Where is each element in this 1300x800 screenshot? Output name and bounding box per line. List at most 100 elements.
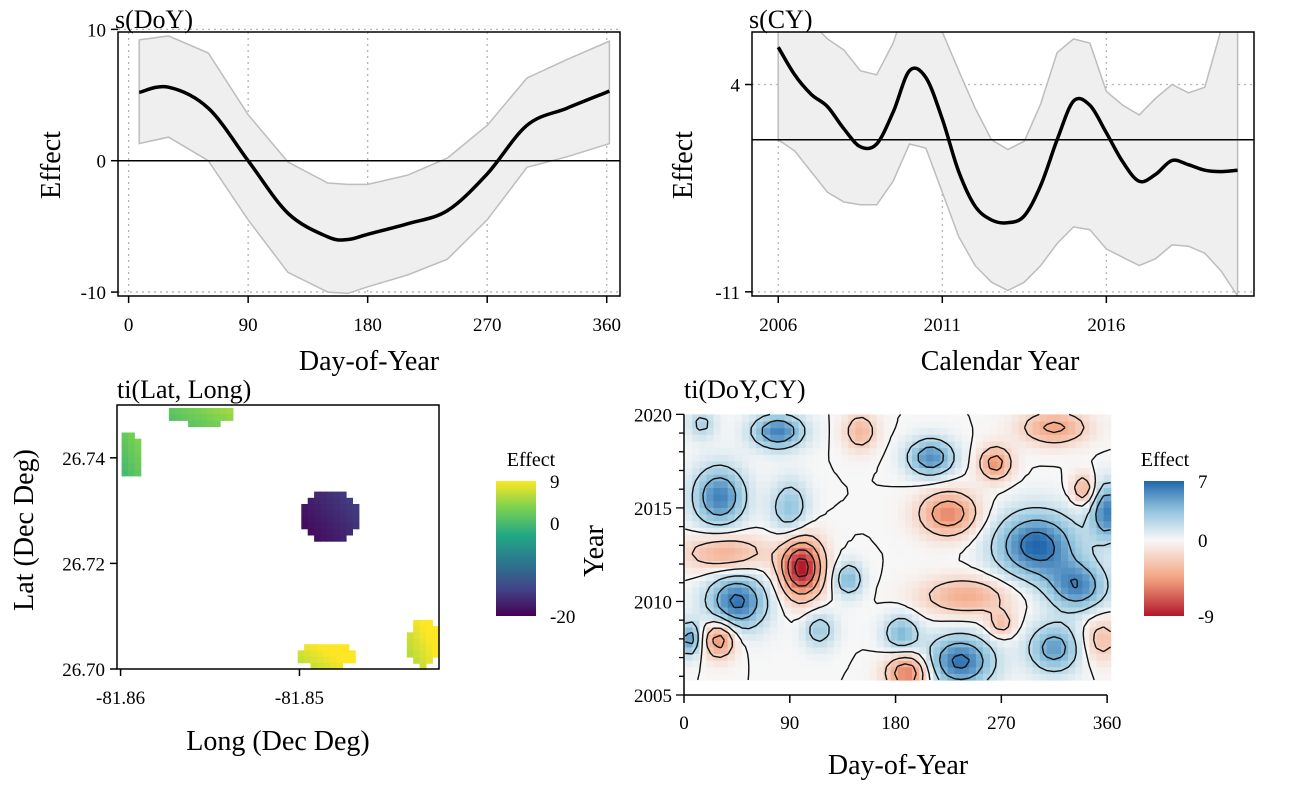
heatmap-cell	[777, 454, 786, 462]
heatmap-cell	[862, 514, 871, 522]
heatmap-cell	[819, 646, 828, 654]
heatmap-cell	[883, 500, 892, 508]
heatmap-cell	[1089, 474, 1098, 482]
heatmap-cell	[827, 573, 835, 581]
heatmap-cell	[997, 587, 1005, 595]
heatmap-cell	[841, 527, 849, 535]
heatmap-cell	[1068, 520, 1076, 528]
heatmap-cell	[997, 414, 1005, 422]
heatmap-cell	[876, 474, 885, 482]
heatmap-cell	[968, 587, 977, 595]
heatmap-cell	[812, 607, 821, 615]
heatmap-cell	[975, 660, 984, 668]
heatmap-cell	[848, 620, 856, 628]
heatmap-cell	[961, 567, 970, 575]
heatmap-cell	[713, 666, 722, 674]
heatmap-cell	[827, 467, 835, 475]
heatmap-cell	[805, 480, 814, 488]
heatmap-cell	[339, 535, 347, 542]
heatmap-cell	[784, 427, 793, 435]
heatmap-cell	[819, 487, 828, 495]
heatmap-cell	[749, 514, 757, 522]
heatmap-cell	[734, 626, 743, 635]
heatmap-cell	[855, 427, 864, 435]
heatmap-cell	[883, 673, 892, 681]
heatmap-cell	[1096, 440, 1105, 449]
heatmap-cell	[756, 553, 764, 561]
heatmap-cell	[784, 600, 793, 608]
heatmap-cell	[983, 560, 991, 568]
heatmap-cell	[841, 507, 849, 515]
heatmap-cell	[692, 454, 700, 462]
heatmap-cell	[419, 663, 427, 670]
heatmap-cell	[983, 480, 991, 488]
heatmap-cell	[1068, 414, 1076, 422]
heatmap-cell	[890, 414, 899, 422]
heatmap-cell	[954, 600, 963, 608]
heatmap-cell	[329, 662, 337, 670]
heatmap-cell	[897, 533, 906, 542]
heatmap-cell	[763, 673, 771, 681]
heatmap-cell	[1018, 533, 1027, 542]
legend-tick-label: 0	[1198, 531, 1208, 552]
heatmap-cell	[805, 620, 814, 628]
heatmap-cell	[1004, 646, 1012, 654]
heatmap-cell	[905, 560, 913, 568]
heatmap-cell	[1103, 474, 1112, 482]
heatmap-cell	[933, 593, 942, 601]
heatmap-cell	[1061, 666, 1069, 674]
heatmap-cell	[756, 593, 764, 601]
heatmap-cell	[763, 653, 771, 661]
heatmap-cell	[1004, 626, 1012, 635]
heatmap-cell	[307, 510, 315, 517]
heatmap-cell	[1068, 500, 1076, 508]
heatmap-cell	[770, 487, 778, 495]
heatmap-cell	[685, 533, 693, 542]
heatmap-cell	[983, 593, 991, 601]
heatmap-cell	[1011, 514, 1020, 522]
heatmap-cell	[805, 514, 814, 522]
heatmap-cell	[961, 540, 970, 548]
heatmap-cell	[1011, 580, 1020, 588]
heatmap-cell	[919, 646, 927, 654]
heatmap-cell	[997, 467, 1005, 475]
heatmap-cell	[720, 547, 729, 555]
heatmap-cell	[968, 487, 977, 495]
heatmap-cell	[734, 474, 743, 482]
y-axis-label: Lat (Dec Deg)	[9, 449, 40, 611]
heatmap-cell	[805, 660, 814, 668]
heatmap-cell	[940, 520, 949, 528]
heatmap-cell	[819, 620, 828, 628]
heatmap-cell	[791, 527, 800, 535]
heatmap-cell	[749, 487, 757, 495]
heatmap-cell	[685, 474, 693, 482]
heatmap-cell	[798, 553, 807, 561]
heatmap-cell	[990, 447, 998, 455]
heatmap-cell	[777, 567, 786, 575]
heatmap-cell	[1032, 427, 1041, 435]
heatmap-cell	[770, 447, 778, 455]
heatmap-cell	[1032, 494, 1041, 502]
heatmap-cell	[933, 447, 942, 455]
heatmap-cell	[798, 560, 807, 568]
heatmap-cell	[940, 514, 949, 522]
heatmap-cell	[876, 540, 885, 548]
heatmap-cell	[1068, 427, 1076, 435]
heatmap-cell	[954, 460, 963, 468]
heatmap-cell	[342, 650, 350, 658]
heatmap-cell	[777, 507, 786, 515]
y-axis-ticks: -114	[715, 76, 752, 304]
heatmap-cell	[756, 507, 764, 515]
heatmap-cell	[1053, 560, 1062, 568]
heatmap-cell	[819, 666, 828, 674]
heatmap-cell	[834, 494, 842, 502]
heatmap-cell	[333, 510, 341, 517]
heatmap-cell	[997, 507, 1005, 515]
heatmap-cell	[1025, 547, 1034, 555]
heatmap-cell	[1032, 620, 1041, 628]
heatmap-cell	[968, 560, 977, 568]
heatmap-cell	[1096, 593, 1105, 601]
heatmap-cell	[1103, 547, 1112, 555]
heatmap-cell	[919, 427, 927, 435]
heatmap-cell	[713, 607, 722, 615]
